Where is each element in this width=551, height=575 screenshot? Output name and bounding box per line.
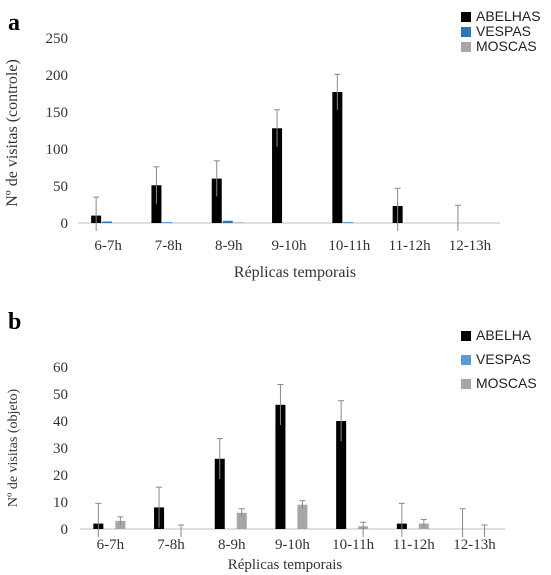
y-tick-label: 0 <box>61 522 69 538</box>
y-tick-label: 40 <box>53 414 68 430</box>
panel-b-legend: ABELHA VESPAS MOSCAS <box>461 327 537 391</box>
panel-b-y-ticks: 0 10 20 30 40 50 60 <box>53 360 68 538</box>
panel-a-letter: a <box>8 10 20 36</box>
legend-swatch <box>461 12 471 22</box>
bar <box>236 512 247 529</box>
x-tick-label: 7-8h <box>155 238 183 254</box>
bar <box>275 404 286 529</box>
bar <box>343 222 354 223</box>
panel-b-bars <box>93 384 488 537</box>
bar <box>272 128 283 223</box>
y-tick-label: 100 <box>46 142 69 158</box>
y-tick-label: 250 <box>46 31 69 47</box>
y-tick-label: 200 <box>46 68 69 84</box>
bar <box>214 458 225 529</box>
legend-label: ABELHA <box>476 327 532 343</box>
legend-label: MOSCAS <box>476 38 537 54</box>
y-tick-label: 50 <box>53 387 68 403</box>
y-tick-label: 20 <box>53 468 68 484</box>
legend-label: MOSCAS <box>476 375 537 391</box>
panel-a-bars <box>91 73 461 231</box>
legend-swatch <box>461 331 471 341</box>
legend-swatch <box>461 42 471 52</box>
x-tick-label: 10-11h <box>328 238 370 254</box>
x-tick-label: 9-10h <box>272 238 307 254</box>
bar <box>151 185 162 223</box>
panel-b-letter: b <box>8 309 21 335</box>
panel-b-chart: b Nº de visitas (objeto) Réplicas tempor… <box>6 309 537 573</box>
y-tick-label: 30 <box>53 441 68 457</box>
bar <box>332 92 343 224</box>
x-tick-label: 12-13h <box>449 238 492 254</box>
panel-a-x-ticks: 6-7h 7-8h 8-9h 9-10h 10-11h 11-12h 12-13h <box>94 238 491 254</box>
x-tick-label: 11-12h <box>389 238 431 254</box>
bar <box>162 222 173 223</box>
x-tick-label: 11-12h <box>393 537 435 553</box>
panel-a-y-ticks: 0 50 100 150 200 250 <box>46 31 69 232</box>
y-tick-label: 0 <box>61 216 69 232</box>
bar <box>102 221 113 223</box>
x-tick-label: 8-9h <box>215 238 243 254</box>
y-tick-label: 50 <box>53 179 68 195</box>
bar <box>336 421 347 529</box>
y-tick-label: 10 <box>53 495 68 511</box>
bar <box>297 504 308 529</box>
panel-a-x-axis-label: Réplicas temporais <box>234 264 356 281</box>
legend-swatch <box>461 27 471 37</box>
x-tick-label: 10-11h <box>332 537 374 553</box>
panel-a-chart: a Nº de visitas (controle) Réplicas temp… <box>4 8 541 281</box>
legend-label: ABELHAS <box>476 8 541 24</box>
x-tick-label: 7-8h <box>157 537 185 553</box>
legend-swatch <box>461 379 471 389</box>
x-tick-label: 8-9h <box>218 537 246 553</box>
y-tick-label: 60 <box>53 360 68 376</box>
legend-label: VESPAS <box>476 351 531 367</box>
panel-b-y-axis-label: Nº de visitas (objeto) <box>6 389 21 508</box>
x-tick-label: 12-13h <box>453 537 496 553</box>
x-tick-label: 6-7h <box>94 238 122 254</box>
legend-label: VESPAS <box>476 23 531 39</box>
bar <box>211 178 222 223</box>
x-tick-label: 6-7h <box>97 537 125 553</box>
panel-b-x-ticks: 6-7h 7-8h 8-9h 9-10h 10-11h 11-12h 12-13h <box>97 537 497 553</box>
y-tick-label: 150 <box>46 105 69 121</box>
panel-a-y-axis-label: Nº de visitas (controle) <box>4 59 21 207</box>
x-tick-label: 9-10h <box>275 537 310 553</box>
panel-b-x-axis-label: Réplicas temporais <box>228 557 343 573</box>
legend-swatch <box>461 355 471 365</box>
bar <box>222 220 233 223</box>
bar <box>233 222 244 223</box>
